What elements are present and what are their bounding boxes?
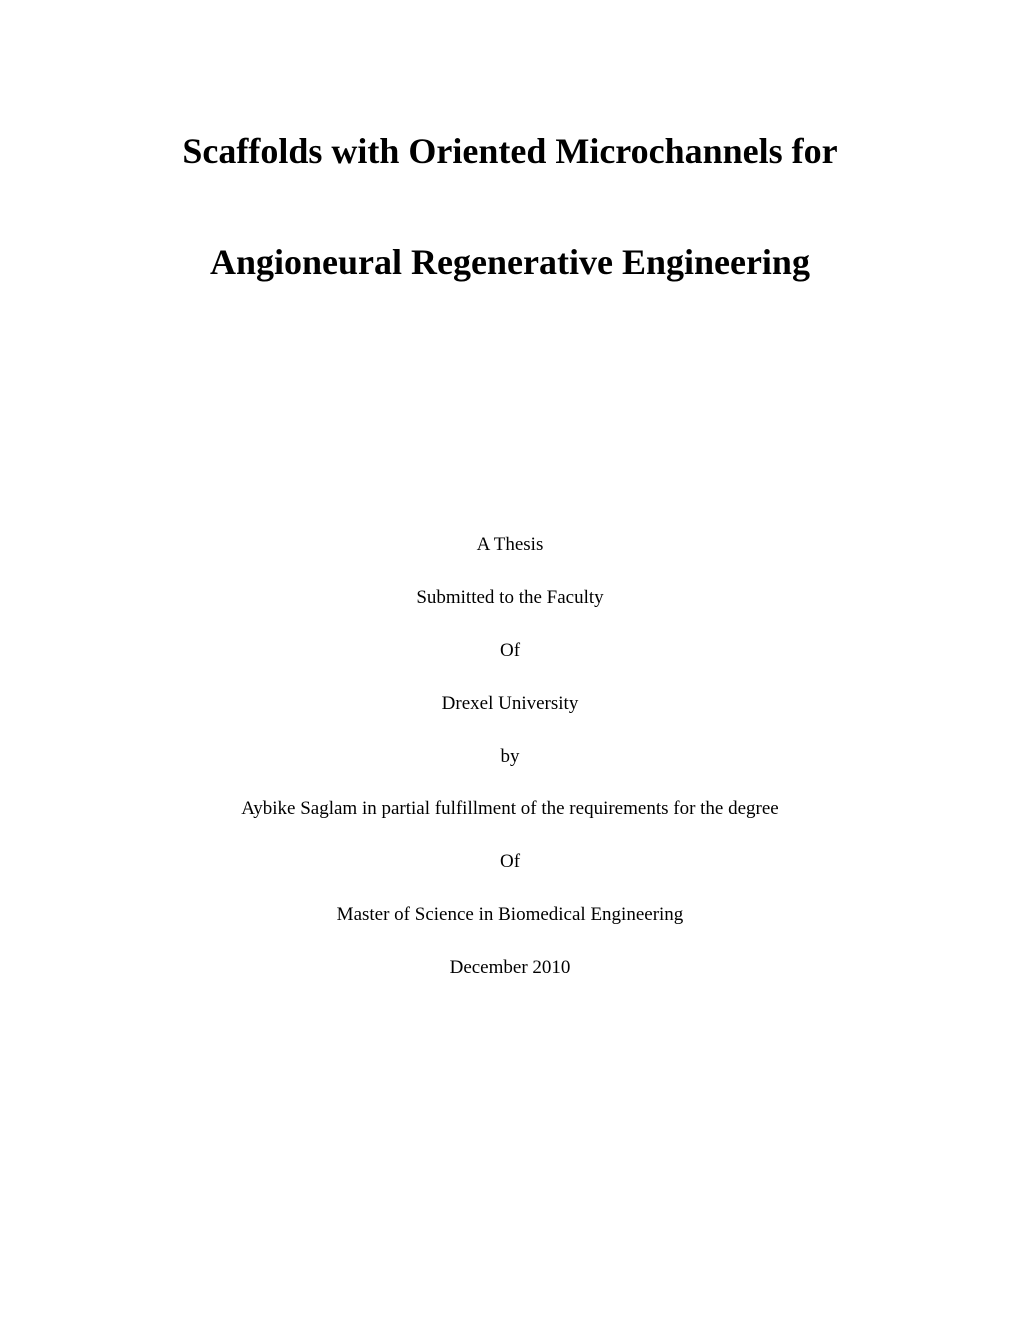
body-line: A Thesis [125, 534, 895, 557]
body-line: Aybike Saglam in partial fulfillment of … [125, 798, 895, 821]
title-block: Scaffolds with Oriented Microchannels fo… [125, 130, 895, 284]
title-gap [125, 173, 895, 241]
body-line: Master of Science in Biomedical Engineer… [125, 904, 895, 927]
body-line: by [125, 746, 895, 769]
body-line: Drexel University [125, 693, 895, 716]
title-line-1: Scaffolds with Oriented Microchannels fo… [125, 130, 895, 173]
title-line-2: Angioneural Regenerative Engineering [125, 241, 895, 284]
body-line: Of [125, 640, 895, 663]
body-block: A Thesis Submitted to the Faculty Of Dre… [125, 534, 895, 979]
body-line: Of [125, 851, 895, 874]
body-line: Submitted to the Faculty [125, 587, 895, 610]
body-line: December 2010 [125, 957, 895, 980]
